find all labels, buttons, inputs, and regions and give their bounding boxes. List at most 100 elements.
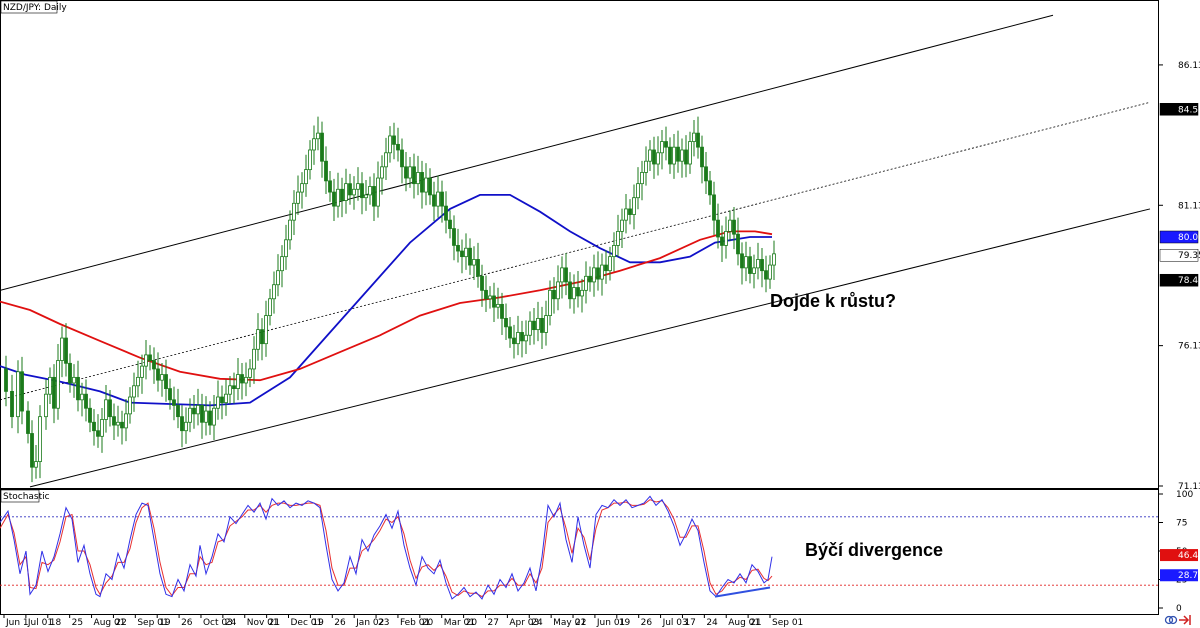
candle [612,232,616,272]
candle [120,410,124,445]
candle-body [364,194,368,199]
candle [152,347,156,384]
candle [636,167,640,210]
candle-body [764,270,768,280]
candle [388,126,392,163]
candle-body [276,270,280,286]
candle-body [10,390,14,418]
candle [720,225,724,262]
candle [168,378,172,410]
candle-body [712,194,716,221]
candle-body [448,219,452,229]
x-tick-label: Jun 1 [5,618,29,628]
candle [684,135,688,178]
stochastic-lines [0,495,1158,600]
candle-body [328,180,332,193]
candle-body [60,337,64,361]
candle [724,216,728,259]
x-tick-label: 19 [159,618,171,628]
candle [608,246,612,281]
candle-body [628,208,632,215]
candle [488,286,492,309]
candle [416,155,420,196]
candle [400,138,404,184]
x-tick-label: 22 [115,618,126,628]
candle [712,181,716,236]
candle [56,343,60,420]
x-tick-label: Sep 01 [137,618,168,628]
candle-body [632,197,636,215]
candle [180,405,184,448]
candle-body [644,160,648,173]
candle [220,385,224,420]
candle-body [30,433,34,468]
x-tick-label: 24 [531,618,543,628]
candle [632,184,636,230]
candle [584,261,588,304]
candle-body [540,318,544,333]
candle [556,265,560,311]
candle-body [772,253,776,266]
candle [396,127,400,162]
candle [384,137,388,181]
x-tick-label: Jul 03 [662,618,688,628]
candle [144,340,148,380]
candle [332,178,336,221]
candle-body [756,259,760,269]
candle-body [680,149,684,162]
candle [172,386,176,421]
candle-body [528,320,532,336]
candle [132,372,136,412]
x-tick-label: 20 [422,618,434,628]
price-badge-label: 80.00 [1178,233,1200,243]
candle [216,380,220,420]
channel-upper-line [0,14,1054,291]
x-tick-label: Mar 01 [444,618,475,628]
candle-body [64,337,68,364]
candle [248,359,252,388]
candle [308,140,312,180]
candle [164,359,168,402]
candle-body [708,180,712,196]
candle [540,306,544,350]
candle [456,228,460,263]
candle [692,119,696,157]
candle [176,388,180,429]
candle-body [184,421,188,432]
candle [580,278,584,313]
candle-body [176,405,180,418]
link-icon[interactable] [1164,615,1178,625]
candle-body [620,219,624,232]
candle-body [732,219,736,235]
candle [492,282,496,323]
candle-body [156,368,160,381]
ma-blue-line [0,193,772,407]
candle [88,398,92,433]
candle-body [80,393,84,401]
candle [304,154,308,197]
candle-body [148,354,152,361]
candle [376,161,380,218]
candle-body [588,275,592,283]
candle [264,300,268,357]
candle-body [372,186,376,207]
candle [432,181,436,221]
candle-body [248,368,252,378]
candle [664,126,668,161]
candle [472,246,476,280]
candle [516,315,520,356]
candle [272,271,276,314]
candle [744,241,748,282]
candle-body [152,360,156,370]
candle-body [232,385,236,389]
candle-body [84,393,88,409]
x-tick-label: Oct 03 [203,618,233,628]
candle [408,156,412,188]
candle-body [196,405,200,415]
candle [404,151,408,192]
arrow-icon[interactable] [1179,615,1191,625]
candle [296,175,300,215]
stoch-k-line [0,495,773,600]
divergence-line [714,586,771,598]
